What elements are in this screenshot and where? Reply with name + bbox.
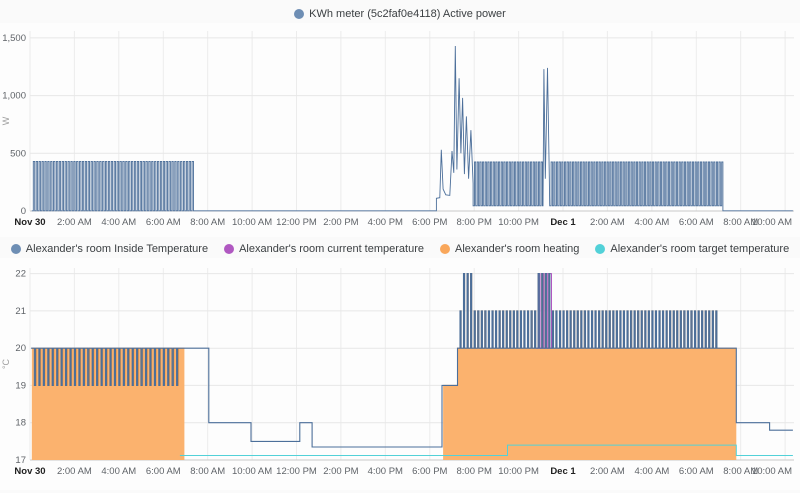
- series-line-active_power[interactable]: [31, 45, 793, 212]
- x-axis-tick-label: 2:00 PM: [323, 217, 358, 228]
- legend-item-active-power[interactable]: KWh meter (5c2faf0e4118) Active power: [294, 8, 506, 20]
- y-axis-tick-label: 20: [15, 343, 26, 354]
- x-axis-tick-label: 2:00 AM: [57, 466, 92, 477]
- series-area-heating[interactable]: [443, 273, 737, 460]
- x-axis-tick-label: 6:00 PM: [412, 217, 447, 228]
- y-axis-tick-label: 1,000: [2, 91, 26, 102]
- x-axis-tick-label: 10:00 PM: [498, 217, 539, 228]
- x-axis-tick-label: 10:00 AM: [752, 466, 792, 477]
- legend-dot-target-temperature-icon: [595, 244, 606, 254]
- legend-label-current-temperature: Alexander's room current temperature: [239, 243, 424, 255]
- legend-dot-current-temperature-icon: [224, 244, 235, 254]
- x-axis-tick-label: 8:00 AM: [190, 217, 225, 228]
- x-axis-tick-label: 10:00 AM: [232, 466, 272, 477]
- legend-dot-heating-icon: [439, 244, 450, 254]
- x-axis-tick-label: 6:00 PM: [412, 466, 447, 477]
- x-axis-tick-label: 6:00 AM: [679, 466, 714, 477]
- legend-item-current-temperature[interactable]: Alexander's room current temperature: [224, 243, 424, 255]
- x-axis-tick-label: Dec 1: [550, 466, 576, 477]
- x-axis-tick-label: 4:00 PM: [368, 217, 403, 228]
- y-axis-tick-label: 21: [15, 306, 26, 317]
- y-axis-tick-label: 0: [21, 206, 26, 217]
- x-axis-tick-label: Dec 1: [550, 217, 576, 228]
- x-axis-tick-label: 10:00 PM: [498, 466, 539, 477]
- y-axis-unit-label: W: [1, 116, 11, 125]
- x-axis-tick-label: 8:00 PM: [457, 466, 492, 477]
- legend-item-target-temperature[interactable]: Alexander's room target temperature: [595, 243, 789, 255]
- legend-dot-active-power-icon: [294, 9, 305, 19]
- legend-dot-inside-temperature-icon: [10, 244, 21, 254]
- x-axis-tick-label: 4:00 AM: [101, 466, 136, 477]
- x-axis-tick-label: 4:00 AM: [634, 466, 669, 477]
- temperature-chart[interactable]: 17 18 19 20 21 22 °C Nov 30 2:00 AM 4:00 AM 6:00 A…: [0, 258, 800, 490]
- x-axis-tick-label: 2:00 AM: [57, 217, 92, 228]
- x-axis-tick-label: 8:00 AM: [723, 217, 758, 228]
- y-axis-tick-label: 18: [15, 418, 26, 429]
- x-axis-tick-label: 10:00 AM: [232, 217, 272, 228]
- temperature-chart-legend: Alexander's room Inside Temperature Alex…: [0, 237, 800, 258]
- legend-item-heating[interactable]: Alexander's room heating: [439, 243, 580, 255]
- x-axis-tick-label: 4:00 AM: [101, 217, 136, 228]
- legend-label-target-temperature: Alexander's room target temperature: [610, 243, 790, 255]
- power-chart-legend: KWh meter (5c2faf0e4118) Active power: [0, 0, 800, 23]
- x-axis-tick-label: 8:00 AM: [723, 466, 758, 477]
- series-line-target_temperature[interactable]: [179, 444, 793, 456]
- x-axis-tick-label: 2:00 AM: [590, 217, 625, 228]
- x-axis-tick-label: 10:00 AM: [752, 217, 792, 228]
- legend-item-inside-temperature[interactable]: Alexander's room Inside Temperature: [10, 243, 209, 255]
- x-axis-tick-label: 8:00 PM: [457, 217, 492, 228]
- y-axis-tick-label: 17: [15, 455, 26, 466]
- x-axis-tick-label: 4:00 PM: [368, 466, 403, 477]
- power-chart[interactable]: 0 500 1,000 1,500 W Nov 30 2:00 AM 4:00 AM 6:00 …: [0, 23, 800, 237]
- y-axis-tick-label: 22: [15, 269, 26, 280]
- x-axis-tick-label: 6:00 AM: [146, 217, 181, 228]
- y-axis-tick-label: 1,500: [2, 33, 26, 44]
- x-axis-tick-label: 6:00 AM: [679, 217, 714, 228]
- y-axis-unit-label: °C: [1, 358, 11, 369]
- legend-label-heating: Alexander's room heating: [454, 243, 580, 255]
- x-axis-tick-label: 12:00 PM: [276, 217, 317, 228]
- legend-label-inside-temperature: Alexander's room Inside Temperature: [25, 243, 209, 255]
- x-axis-tick-label: 6:00 AM: [146, 466, 181, 477]
- x-axis-tick-label: 2:00 PM: [323, 466, 358, 477]
- x-axis-tick-label: 2:00 AM: [590, 466, 625, 477]
- y-axis-tick-label: 19: [15, 380, 26, 391]
- series-area-heating[interactable]: [31, 348, 185, 460]
- x-axis-tick-label: 4:00 AM: [634, 217, 669, 228]
- x-axis-tick-label: Nov 30: [14, 217, 45, 228]
- x-axis-tick-label: 8:00 AM: [190, 466, 225, 477]
- y-axis-tick-label: 500: [10, 148, 26, 159]
- x-axis-tick-label: Nov 30: [14, 466, 45, 477]
- x-axis-tick-label: 12:00 PM: [276, 466, 317, 477]
- legend-label-active-power: KWh meter (5c2faf0e4118) Active power: [309, 8, 506, 20]
- series-line-inside_temperature[interactable]: [31, 273, 793, 448]
